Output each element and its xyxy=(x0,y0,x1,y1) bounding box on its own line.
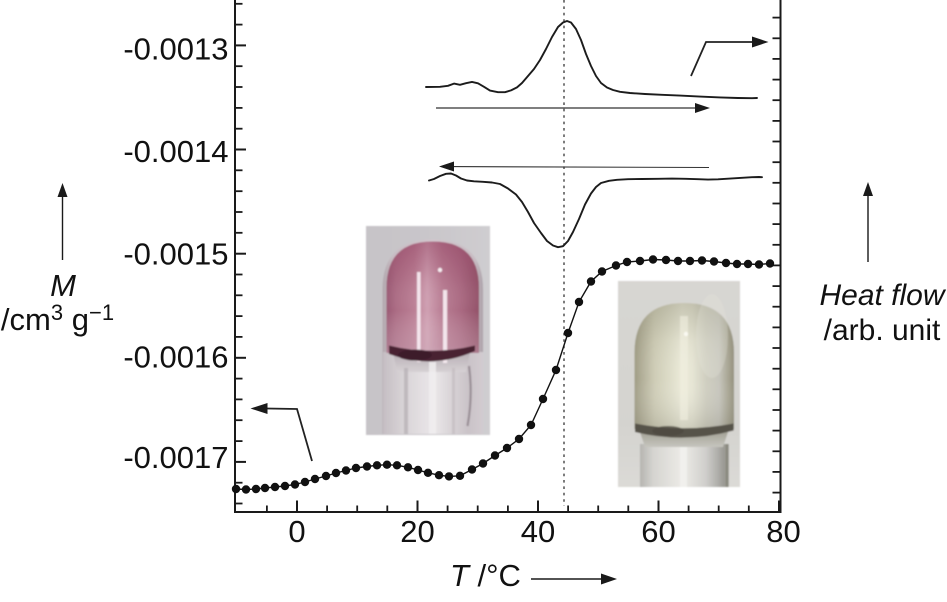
svg-text:20: 20 xyxy=(400,514,434,549)
svg-text:-0.0015: -0.0015 xyxy=(123,237,228,272)
svg-text:Heat flow: Heat flow xyxy=(819,279,946,312)
svg-text:60: 60 xyxy=(641,514,675,549)
svg-text:M: M xyxy=(50,268,76,303)
svg-text:0: 0 xyxy=(288,514,305,549)
svg-text:T /°C: T /°C xyxy=(450,558,521,593)
svg-text:-0.0016: -0.0016 xyxy=(123,340,228,375)
svg-text:/arb. unit: /arb. unit xyxy=(824,314,941,347)
svg-text:40: 40 xyxy=(521,514,555,549)
svg-text:-0.0014: -0.0014 xyxy=(123,134,228,169)
svg-text:80: 80 xyxy=(766,514,800,549)
svg-text:-0.0017: -0.0017 xyxy=(123,440,228,475)
svg-text:-0.0013: -0.0013 xyxy=(123,32,228,67)
